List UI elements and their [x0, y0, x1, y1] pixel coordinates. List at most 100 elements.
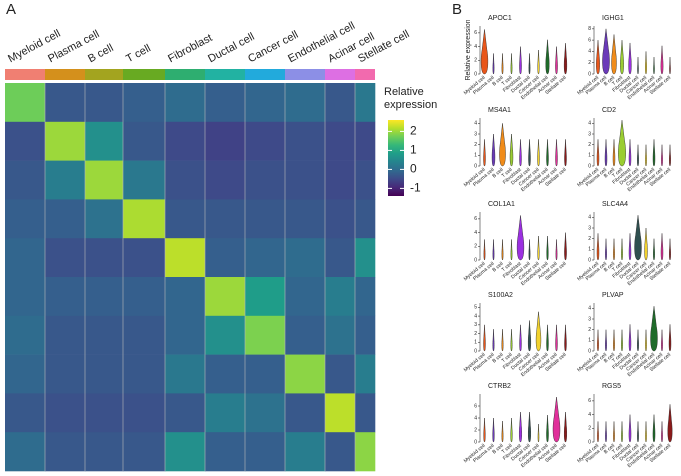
y-tick-label: 6: [474, 403, 477, 409]
heat-cell: [123, 393, 166, 433]
heat-cell: [355, 83, 376, 123]
heat-cell: [355, 432, 376, 472]
heat-cell: [205, 160, 246, 200]
violin: [492, 239, 495, 261]
violin: [564, 232, 567, 261]
y-tick-label: 0: [474, 163, 477, 169]
violin: [645, 144, 647, 167]
y-tick-label: 6: [474, 30, 477, 36]
violin: [596, 139, 600, 167]
violin: [653, 238, 655, 261]
heat-cell: [205, 121, 246, 161]
violin-title: COL1A1: [488, 201, 515, 208]
heat-cell: [123, 277, 166, 317]
violin: [621, 329, 623, 352]
y-tick-label: 3: [474, 322, 477, 328]
heat-cell: [205, 432, 246, 472]
heat-cell: [285, 83, 326, 123]
violin: [519, 411, 522, 443]
violin: [537, 139, 540, 167]
violin: [563, 43, 568, 75]
violin: [596, 233, 600, 261]
violin: [501, 420, 504, 443]
heat-cell: [165, 354, 206, 394]
annotation-bar: [325, 69, 355, 80]
violin: [621, 421, 623, 443]
heat-cell: [45, 432, 86, 472]
violin: [528, 53, 531, 75]
violin: [661, 329, 663, 352]
violin: [501, 53, 504, 75]
heat-cell: [45, 199, 86, 239]
heat-cell: [355, 160, 376, 200]
heat-cell: [45, 121, 86, 161]
heat-cell: [355, 354, 376, 394]
heat-cell: [45, 277, 86, 317]
violin: [620, 40, 624, 75]
heat-cell: [245, 393, 286, 433]
violin: [483, 239, 486, 261]
violin: [519, 139, 522, 167]
violin: [491, 133, 496, 167]
y-tick-label: 0: [588, 71, 591, 77]
violin: [510, 53, 513, 75]
violin-title: IGHG1: [602, 15, 624, 22]
heat-cell: [123, 160, 166, 200]
y-tick-label: 2: [588, 426, 591, 432]
violin: [628, 139, 632, 167]
y-tick-label: 4: [588, 121, 591, 127]
heat-cell: [45, 354, 86, 394]
heat-cell: [45, 315, 86, 355]
violin: [628, 324, 632, 352]
violin-title: PLVAP: [602, 292, 624, 299]
heat-cell: [285, 354, 326, 394]
violin: [510, 239, 513, 261]
y-tick-label: 2: [588, 327, 591, 333]
colorbar-title: Relative expression: [384, 86, 438, 111]
violin: [660, 45, 664, 75]
violin: [661, 421, 663, 443]
y-tick-label: 2: [474, 142, 477, 148]
y-tick-label: 1: [474, 340, 477, 346]
heat-cell: [85, 238, 124, 278]
violin: [545, 39, 550, 75]
violin: [637, 421, 639, 443]
violin: [492, 53, 495, 75]
heat-cell: [165, 315, 206, 355]
heat-cell: [285, 393, 326, 433]
violin: [480, 29, 489, 75]
heat-cell: [355, 238, 376, 278]
violin: [492, 417, 495, 443]
heat-cell: [245, 121, 286, 161]
violin: [645, 51, 647, 75]
violin: [528, 411, 531, 443]
heat-cell: [165, 393, 206, 433]
violin: [628, 233, 632, 261]
violin: [667, 404, 673, 443]
heat-cell: [355, 199, 376, 239]
y-tick-label: 1: [588, 338, 591, 344]
column-label: Endothelial cell: [286, 20, 357, 65]
heat-cell: [245, 315, 286, 355]
y-tick-label: 4: [474, 44, 477, 50]
violin: [499, 123, 506, 167]
heat-cell: [325, 354, 356, 394]
violin: [546, 235, 549, 261]
heat-cell: [5, 432, 46, 472]
violin: [596, 40, 600, 75]
heat-cell: [325, 199, 356, 239]
violin: [564, 324, 567, 352]
heat-cell: [205, 83, 246, 123]
column-label: Fibroblast: [166, 32, 214, 65]
violin: [510, 329, 513, 352]
y-tick-label: 6: [474, 216, 477, 222]
heat-cell: [325, 121, 356, 161]
violin: [644, 227, 648, 261]
heat-cell: [245, 432, 286, 472]
y-tick-label: 4: [474, 230, 477, 236]
heat-cell: [123, 238, 166, 278]
violin: [537, 235, 540, 261]
heat-cell: [285, 315, 326, 355]
heat-cell: [123, 121, 166, 161]
violin: [628, 414, 632, 443]
